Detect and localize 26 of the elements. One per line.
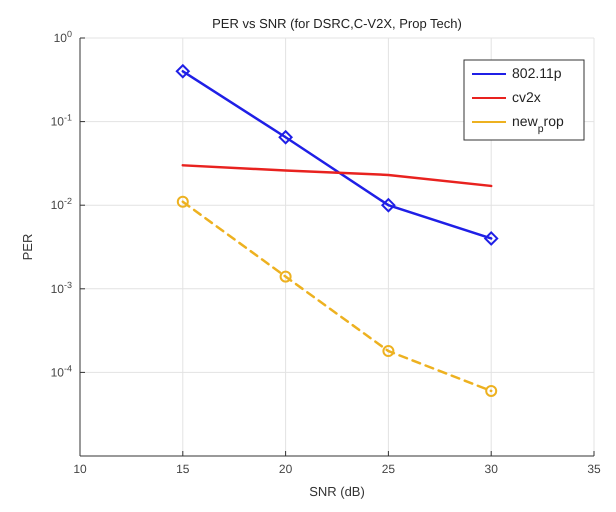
x-axis-title: SNR (dB) [309, 484, 365, 499]
x-tick-label: 20 [278, 462, 293, 476]
point [176, 64, 190, 78]
x-tick-label: 25 [382, 462, 396, 476]
legend-label: 802.11p [512, 65, 562, 81]
point [280, 270, 292, 283]
y-tick-label: 10$^{-3}$ [50, 280, 72, 296]
y-tick-label: 10$^{-4}$ [50, 363, 72, 380]
y-axis-title: PER [20, 234, 35, 260]
y-tick-label: 10$^{0}$ [54, 29, 72, 45]
point [176, 196, 189, 208]
point [278, 130, 293, 144]
point [382, 345, 394, 358]
x-tick-label: 10 [73, 462, 87, 476]
point [485, 384, 498, 397]
chart-title: PER vs SNR (for DSRC,C-V2X, Prop Tech) [212, 16, 462, 31]
x-tick-label: 30 [484, 462, 498, 476]
legend-label: cv2x [512, 89, 541, 105]
point [484, 231, 498, 246]
legend-label: new$_{p}$rop [512, 113, 564, 135]
x-tick-label: 15 [176, 462, 190, 476]
x-tick-label: 35 [587, 462, 601, 476]
y-tick-label: 10$^{-1}$ [50, 112, 72, 129]
y-tick-label: 10$^{-2}$ [50, 196, 72, 212]
line-series [182, 164, 492, 188]
point [381, 198, 396, 212]
